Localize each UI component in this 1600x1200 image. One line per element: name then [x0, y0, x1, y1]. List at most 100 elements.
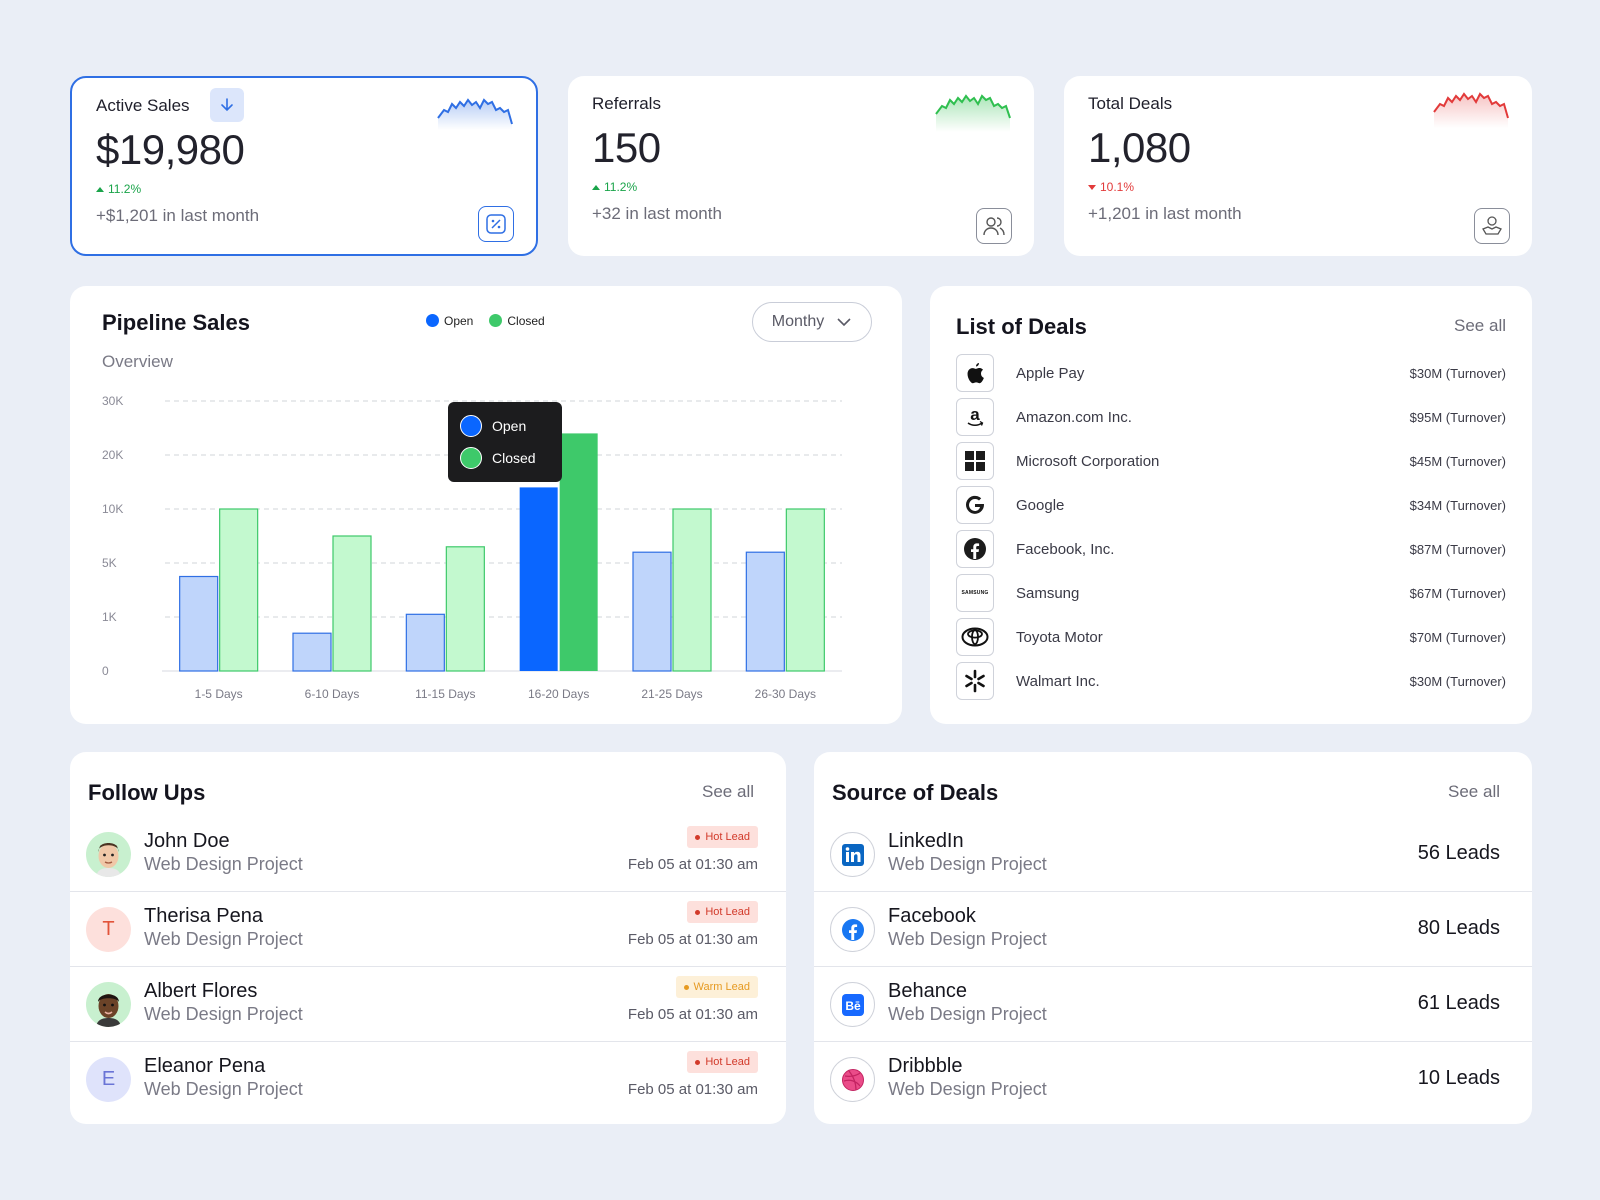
deal-value: $30M (Turnover) [1409, 365, 1506, 381]
google-icon [956, 486, 994, 524]
y-tick-label: 5K [102, 556, 117, 570]
sparkline-icon [1433, 92, 1509, 128]
list-item[interactable]: Bē Behance Web Design Project 61 Leads [814, 968, 1532, 1042]
deal-row[interactable]: Google $34M (Turnover) [956, 486, 1506, 524]
list-item[interactable]: Facebook Web Design Project 80 Leads [814, 893, 1532, 967]
contact-name: John Doe [144, 830, 230, 852]
bar-closed[interactable] [445, 546, 485, 672]
walmart-icon [956, 662, 994, 700]
period-label: Monthy [771, 313, 825, 330]
sparkline-icon [437, 98, 513, 130]
list-item[interactable]: Dribbble Web Design Project 10 Leads [814, 1043, 1532, 1117]
deal-row[interactable]: a Amazon.com Inc. $95M (Turnover) [956, 398, 1506, 436]
lead-badge: Hot Lead [687, 826, 758, 848]
deal-value: $87M (Turnover) [1409, 541, 1506, 557]
list-item[interactable]: John Doe Web Design Project Hot Lead Feb… [70, 818, 786, 892]
bar-open[interactable] [179, 575, 219, 672]
bar-closed[interactable] [672, 508, 712, 672]
y-tick-label: 10K [102, 502, 123, 516]
lead-count: 10 Leads [1417, 1067, 1500, 1089]
total-deals-card[interactable]: Total Deals 1,080 10.1% +1,201 in last m… [1064, 76, 1532, 256]
legend-open: Open [426, 314, 473, 328]
stat-value: $19,980 [96, 126, 245, 173]
deal-row[interactable]: Walmart Inc. $30M (Turnover) [956, 662, 1506, 700]
lead-count: 61 Leads [1417, 992, 1500, 1014]
bar-closed[interactable] [332, 535, 372, 672]
bar-open[interactable] [632, 551, 672, 672]
see-all-link[interactable]: See all [1448, 782, 1500, 801]
svg-text:Bē: Bē [845, 999, 861, 1013]
pipeline-bar-chart: 30K 20K 10K 5K 1K 0 1-5 Days 6-10 Days 11-15 Day… [102, 394, 842, 701]
contact-name: Therisa Pena [144, 905, 263, 927]
stat-title: Active Sales [96, 96, 190, 115]
list-item[interactable]: LinkedIn Web Design Project 56 Leads [814, 818, 1532, 892]
list-of-deals-card: List of Deals See all Apple Pay $30M (Tu… [930, 286, 1532, 724]
deal-value: $45M (Turnover) [1409, 453, 1506, 469]
list-item[interactable]: T Therisa Pena Web Design Project Hot Le… [70, 893, 786, 967]
bar-open[interactable] [405, 613, 445, 672]
see-all-link[interactable]: See all [702, 782, 754, 801]
bar-open[interactable] [292, 632, 332, 672]
contact-project: Web Design Project [144, 854, 303, 874]
samsung-icon: SAMSUNG [956, 574, 994, 612]
bar-closed[interactable] [785, 508, 825, 672]
bar-closed[interactable] [559, 433, 598, 671]
facebook-icon [830, 907, 875, 952]
legend-closed: Closed [489, 314, 545, 328]
deal-value: $67M (Turnover) [1409, 585, 1506, 601]
deal-row[interactable]: Toyota Motor $70M (Turnover) [956, 618, 1506, 656]
stat-sub: +32 in last month [592, 204, 722, 223]
contact-name: Eleanor Pena [144, 1055, 266, 1077]
bar-open[interactable] [519, 487, 558, 671]
deal-row[interactable]: SAMSUNG Samsung $67M (Turnover) [956, 574, 1506, 612]
referrals-card[interactable]: Referrals 150 11.2% +32 in last month [568, 76, 1034, 256]
followup-date: Feb 05 at 01:30 am [627, 1081, 758, 1098]
list-item[interactable]: Albert Flores Web Design Project Warm Le… [70, 968, 786, 1042]
linkedin-icon [830, 832, 875, 877]
deal-name: Walmart Inc. [1016, 672, 1100, 690]
contact-project: Web Design Project [144, 1004, 303, 1024]
behance-icon: Bē [830, 982, 875, 1027]
x-tick-label: 16-20 Days [528, 687, 589, 701]
sparkline-icon [935, 94, 1011, 132]
bar-closed[interactable] [219, 508, 259, 672]
source-of-deals-card: Source of Deals See all LinkedIn Web Des… [814, 752, 1532, 1124]
microsoft-icon [956, 442, 994, 480]
y-tick-label: 30K [102, 394, 123, 408]
deal-row[interactable]: Microsoft Corporation $45M (Turnover) [956, 442, 1506, 480]
bar-open[interactable] [745, 551, 785, 672]
deal-row[interactable]: Facebook, Inc. $87M (Turnover) [956, 530, 1506, 568]
percent-icon[interactable] [478, 206, 514, 242]
list-item[interactable]: E Eleanor Pena Web Design Project Hot Le… [70, 1043, 786, 1117]
deal-name: Google [1016, 496, 1065, 514]
source-project: Web Design Project [888, 854, 1047, 874]
svg-text:a: a [970, 405, 980, 424]
chevron-down-icon [837, 318, 851, 327]
source-name: Dribbble [888, 1055, 963, 1077]
users-icon[interactable] [976, 208, 1012, 244]
deal-value: $34M (Turnover) [1409, 497, 1506, 513]
stat-change: 11.2% [592, 180, 1010, 194]
see-all-link[interactable]: See all [1454, 316, 1506, 335]
download-button[interactable] [210, 88, 244, 122]
active-sales-card[interactable]: Active Sales $19,980 11.2% +$1,201 in la… [70, 76, 538, 256]
handshake-icon[interactable] [1474, 208, 1510, 244]
x-tick-label: 1-5 Days [195, 687, 243, 701]
source-project: Web Design Project [888, 929, 1047, 949]
lead-badge: Warm Lead [675, 976, 758, 998]
x-tick-label: 21-25 Days [641, 687, 702, 701]
lead-badge: Hot Lead [687, 901, 758, 923]
deal-row[interactable]: Apple Pay $30M (Turnover) [956, 354, 1506, 392]
follow-ups-card: Follow Ups See all John Doe Web Design P… [70, 752, 786, 1124]
period-dropdown[interactable]: Monthy [752, 302, 872, 342]
followup-date: Feb 05 at 01:30 am [627, 856, 758, 873]
section-title: List of Deals [956, 314, 1087, 339]
facebook-icon [956, 530, 994, 568]
stat-value: 1,080 [1088, 124, 1191, 171]
section-title: Source of Deals [832, 780, 999, 805]
followup-date: Feb 05 at 01:30 am [627, 1006, 758, 1023]
lead-count: 80 Leads [1417, 917, 1500, 939]
arrow-down-icon [221, 98, 233, 112]
section-title: Follow Ups [88, 780, 206, 805]
chart-tooltip: Open Closed [448, 402, 562, 482]
